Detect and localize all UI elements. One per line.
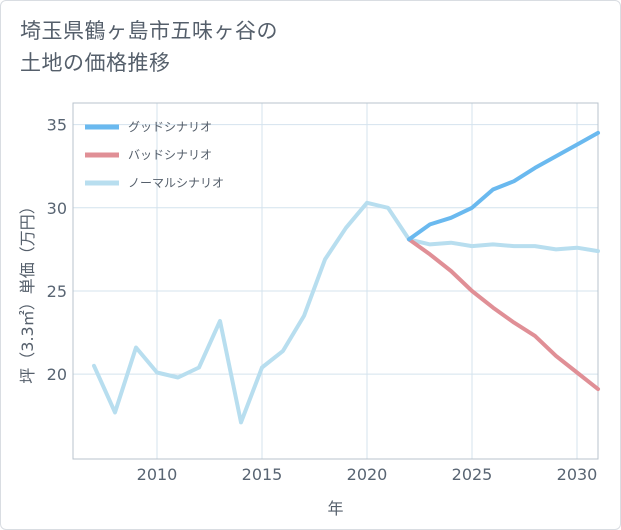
- series-line-good: [407, 130, 600, 242]
- plot-area-border: [72, 102, 599, 460]
- y-tick-label: 25: [47, 282, 67, 301]
- chart-title-line-1: 埼玉県鶴ヶ島市五味ヶ谷の: [20, 19, 278, 43]
- x-tick-label: 2010: [137, 465, 178, 484]
- x-tick-label: 2020: [347, 465, 388, 484]
- legend-label-bad: バッドシナリオ: [128, 148, 212, 162]
- y-tick-label: 30: [47, 199, 67, 218]
- legend-label-good: グッドシナリオ: [128, 120, 212, 134]
- chart-title: 埼玉県鶴ヶ島市五味ヶ谷の 土地の価格推移: [20, 15, 278, 79]
- x-tick-label: 2015: [242, 465, 283, 484]
- legend-label-normal: ノーマルシナリオ: [128, 176, 224, 190]
- y-axis-label: 坪（3.3㎡）単価（万円）: [18, 198, 37, 383]
- series-layer: [92, 130, 600, 425]
- series-line-bad: [407, 237, 600, 392]
- series-line-normal: [92, 200, 600, 425]
- chart-title-line-2: 土地の価格推移: [20, 51, 171, 75]
- x-tick-label: 2025: [452, 465, 493, 484]
- y-tick-label: 20: [47, 365, 67, 384]
- y-tick-label: 35: [47, 116, 67, 135]
- x-tick-label: 2030: [557, 465, 598, 484]
- x-axis-label: 年: [327, 499, 343, 518]
